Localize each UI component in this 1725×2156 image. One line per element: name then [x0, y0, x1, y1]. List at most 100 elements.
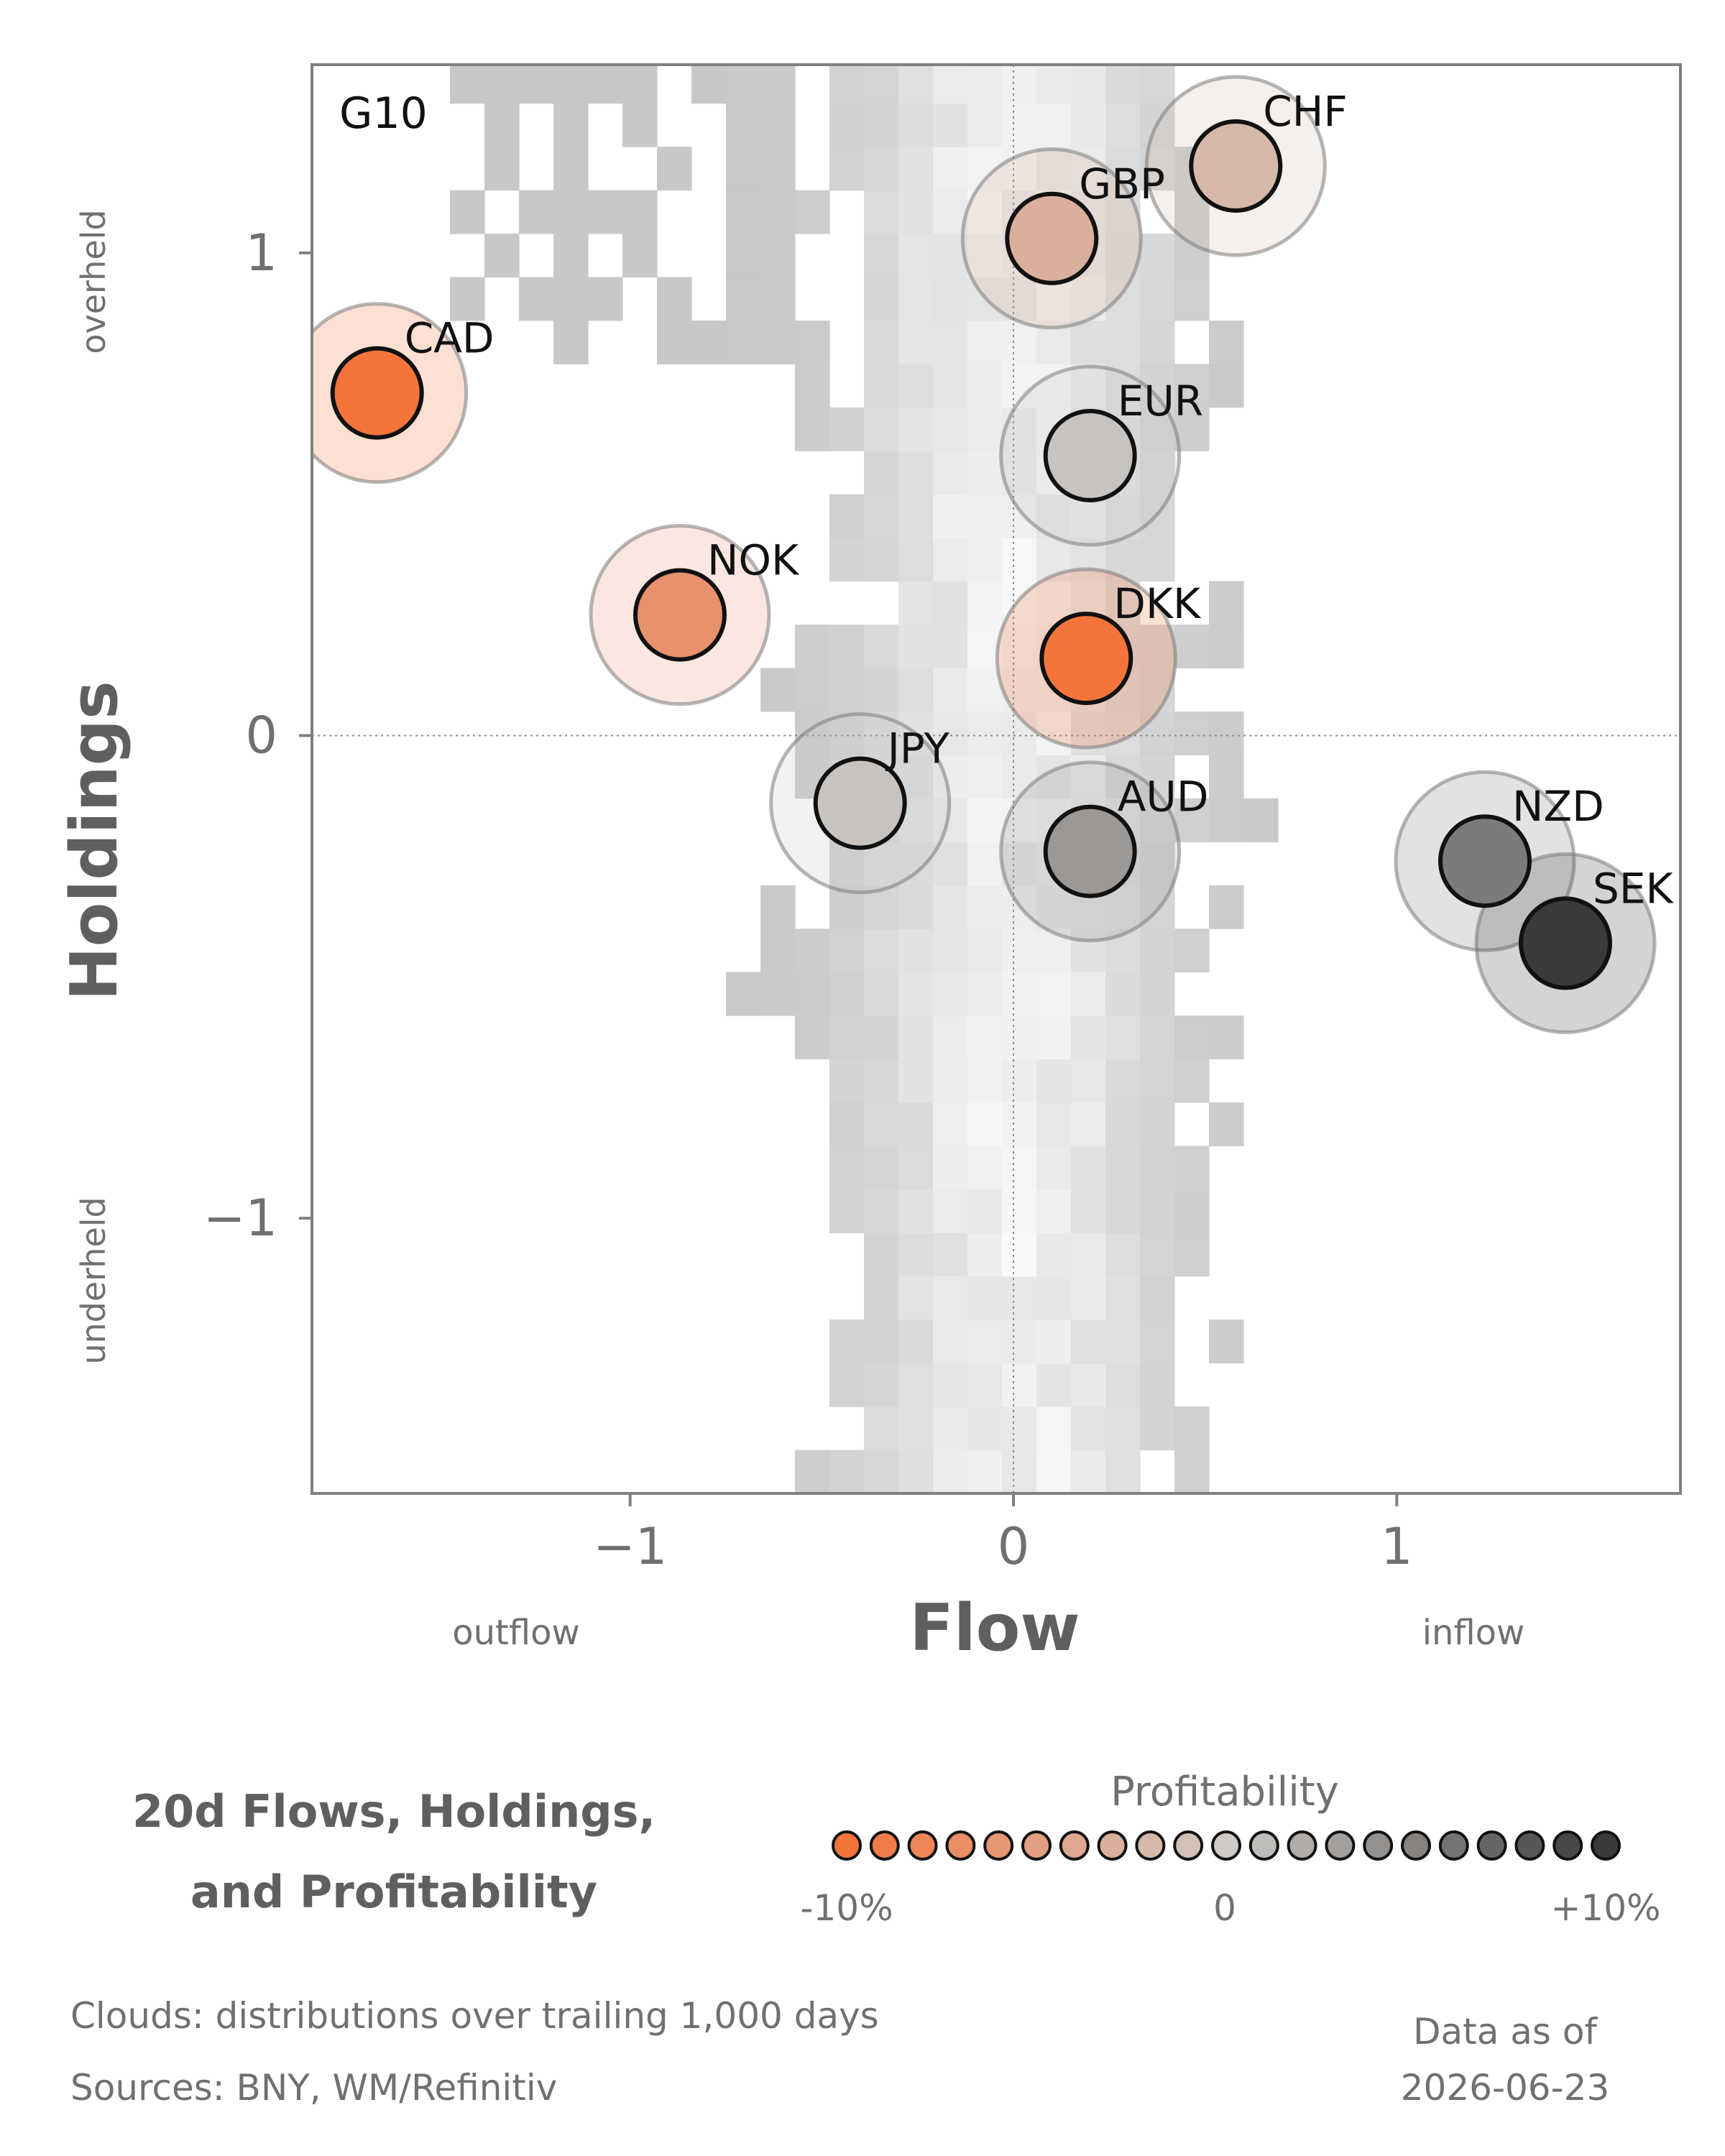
density-cell: [1002, 842, 1037, 886]
legend-swatch: [1325, 1830, 1356, 1861]
density-cell: [760, 668, 796, 712]
density-cell: [1174, 1015, 1210, 1060]
legend-swatch: [1363, 1830, 1394, 1861]
legend-swatch: [907, 1830, 938, 1861]
density-cell: [760, 147, 796, 191]
density-cell: [553, 277, 589, 321]
density-cell: [829, 625, 865, 669]
density-cell: [933, 929, 968, 973]
density-cell: [1036, 65, 1072, 104]
density-cell: [760, 234, 796, 278]
point-sek: [1519, 896, 1612, 990]
density-cell: [1036, 1276, 1072, 1320]
density-cell: [898, 668, 934, 712]
density-cell: [898, 1015, 934, 1060]
density-cell: [519, 65, 554, 104]
density-cell: [1036, 1189, 1072, 1233]
density-cell: [1140, 1363, 1175, 1407]
density-cell: [1174, 711, 1210, 755]
density-cell: [1071, 1450, 1106, 1493]
density-cell: [864, 929, 899, 973]
density-cell: [933, 538, 968, 582]
density-cell: [898, 1363, 934, 1407]
density-cell: [967, 885, 1003, 929]
density-cell: [967, 1319, 1003, 1364]
density-cell: [1002, 1059, 1037, 1103]
density-cell: [1140, 1015, 1175, 1060]
density-cell: [1002, 538, 1037, 582]
density-cell: [1105, 1450, 1141, 1493]
density-cell: [898, 321, 934, 364]
density-cell: [726, 103, 761, 147]
legend-swatch: [1059, 1830, 1090, 1861]
density-cell: [967, 929, 1003, 973]
density-cell: [933, 842, 968, 886]
density-cell: [933, 277, 968, 321]
y-axis-bottom-note: underheld: [74, 1197, 113, 1364]
density-cloud: [450, 65, 1279, 1493]
density-cell: [933, 407, 968, 451]
density-cell: [553, 65, 589, 104]
density-cell: [1002, 1233, 1037, 1277]
density-cell: [1209, 1319, 1244, 1364]
density-cell: [1105, 103, 1141, 147]
legend-swatch: [1287, 1830, 1317, 1861]
density-cell: [864, 1146, 899, 1190]
density-cell: [726, 65, 761, 104]
plot-frame: [310, 63, 1682, 1495]
reference-lines: [312, 65, 1680, 1493]
density-cell: [933, 711, 968, 755]
density-cell: [898, 538, 934, 582]
density-cell: [1140, 1276, 1175, 1320]
density-cell: [1105, 1189, 1141, 1233]
density-cell: [1002, 929, 1037, 973]
density-cell: [1174, 929, 1210, 973]
density-cell: [1071, 103, 1106, 147]
density-cell: [864, 625, 899, 669]
density-cell: [1105, 1276, 1141, 1320]
point-eur: [1043, 409, 1137, 502]
point-jpy: [813, 756, 907, 850]
density-cell: [1071, 1015, 1106, 1060]
density-cell: [864, 1450, 899, 1493]
density-cell: [760, 277, 796, 321]
density-cell: [622, 190, 658, 234]
density-cell: [1209, 1102, 1244, 1146]
density-cell: [1174, 1406, 1210, 1451]
point-label-sek: SEK: [1593, 864, 1674, 913]
density-cell: [1174, 1233, 1210, 1277]
density-cell: [1002, 494, 1037, 538]
density-cell: [967, 842, 1003, 886]
density-cell: [898, 1233, 934, 1277]
density-cell: [933, 321, 968, 364]
density-cell: [933, 1319, 968, 1364]
density-cell: [1105, 972, 1141, 1016]
density-cell: [1105, 190, 1141, 234]
point-dkk: [1039, 612, 1133, 706]
density-cell: [1002, 1189, 1037, 1233]
density-cell: [967, 581, 1003, 625]
density-cell: [1174, 625, 1210, 669]
density-cell: [450, 277, 485, 321]
density-cell: [622, 65, 658, 104]
density-cell: [864, 1233, 899, 1277]
density-cell: [864, 1319, 899, 1364]
point-label-nok: NOK: [707, 536, 800, 585]
legend-swatch: [1476, 1830, 1507, 1861]
density-cell: [967, 798, 1003, 842]
legend-swatch: [1173, 1830, 1204, 1861]
density-cell: [1105, 1102, 1141, 1146]
density-cell: [1071, 1406, 1106, 1451]
density-cell: [898, 364, 934, 408]
density-cell: [1140, 972, 1175, 1016]
density-cell: [864, 1406, 899, 1451]
y-axis-ticks: −1 0 1: [203, 224, 312, 1248]
density-cell: [1105, 1059, 1141, 1103]
density-cell: [829, 147, 865, 191]
legend-swatch: [832, 1830, 862, 1861]
density-cell: [933, 147, 968, 191]
density-cell: [519, 190, 554, 234]
density-cell: [933, 494, 968, 538]
density-cell: [795, 407, 830, 451]
x-axis-right-note: inflow: [1422, 1613, 1525, 1653]
